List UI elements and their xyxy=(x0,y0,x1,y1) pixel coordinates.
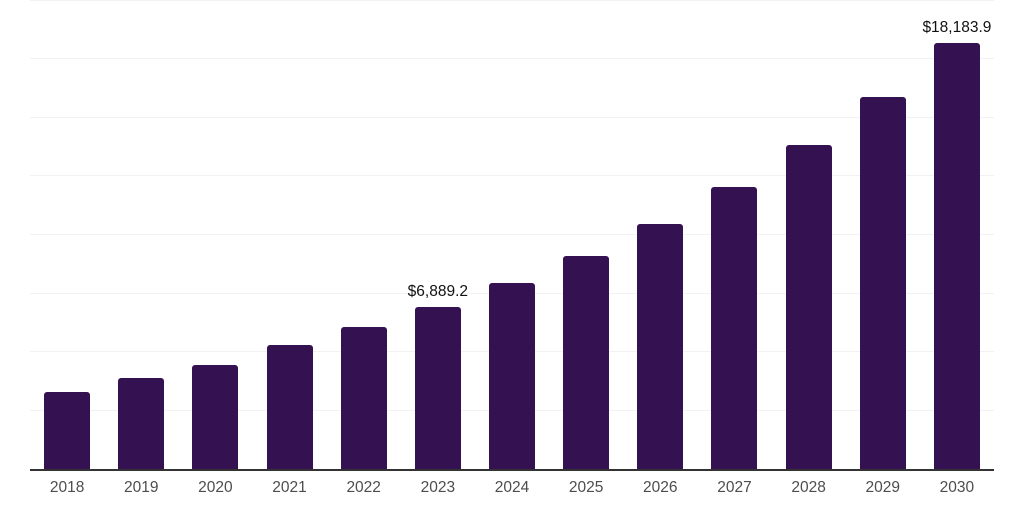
x-tick-label-2021: 2021 xyxy=(272,479,307,496)
bar-2019 xyxy=(118,378,165,469)
bar-2020 xyxy=(192,364,239,469)
x-tick-label-2029: 2029 xyxy=(865,479,900,496)
gridline xyxy=(30,116,994,118)
x-axis: 2018 2019 2020 2021 2022 2023 2024 2025 2026 2027… xyxy=(30,479,994,505)
bar-2023 xyxy=(414,307,461,469)
bar-2027 xyxy=(711,187,758,469)
x-tick-label-2020: 2020 xyxy=(198,479,233,496)
x-tick-label-2023: 2023 xyxy=(420,479,456,496)
gridline xyxy=(30,234,994,235)
bar-2024 xyxy=(489,282,535,469)
bar-2022 xyxy=(340,327,387,469)
x-tick-label-2028: 2028 xyxy=(791,479,826,496)
bar-2030 xyxy=(933,42,980,469)
gridline xyxy=(30,58,994,60)
x-tick-label-2030: 2030 xyxy=(939,479,975,496)
x-tick-label-2024: 2024 xyxy=(494,479,530,496)
x-tick-label-2022: 2022 xyxy=(346,479,381,496)
plot-area: $6,889.2 $18,183.9 xyxy=(30,0,994,471)
x-tick-label-2019: 2019 xyxy=(123,479,159,496)
x-tick-label-2026: 2026 xyxy=(643,479,678,496)
bar-2026 xyxy=(637,223,684,469)
bar-2018 xyxy=(44,391,91,469)
x-tick-label-2027: 2027 xyxy=(717,479,752,496)
bar-2025 xyxy=(563,255,610,469)
bar-2029 xyxy=(859,97,906,469)
data-label-2030: $18,183.9 xyxy=(922,18,992,36)
gridline xyxy=(30,175,994,177)
gridline xyxy=(30,0,994,1)
x-tick-label-2018: 2018 xyxy=(49,479,85,496)
x-tick-label-2025: 2025 xyxy=(568,479,604,496)
bar-2028 xyxy=(785,145,832,469)
bar-2021 xyxy=(266,345,313,469)
data-label-2023: $6,889.2 xyxy=(407,283,469,301)
